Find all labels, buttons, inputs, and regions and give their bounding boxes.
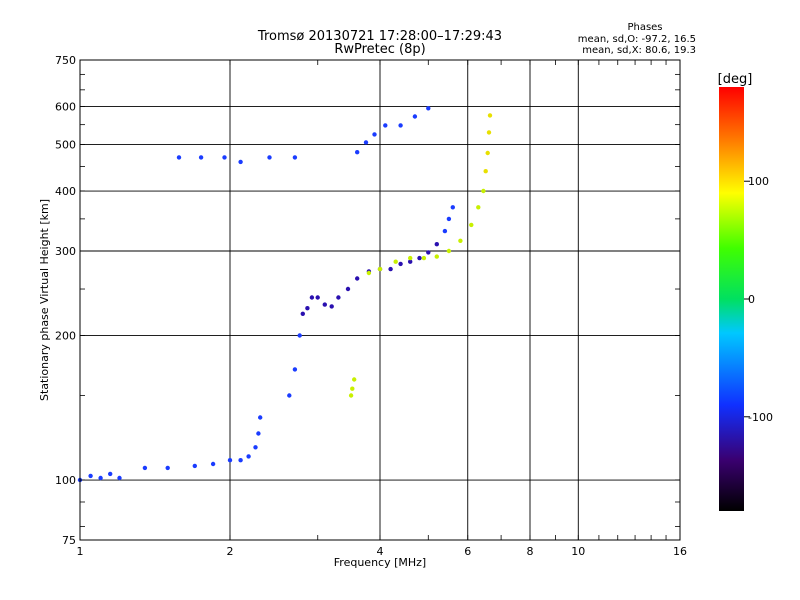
data-point-o-mode xyxy=(108,471,113,477)
data-point-o-mode xyxy=(383,123,388,128)
data-point-o-mode xyxy=(222,155,227,160)
colorbar xyxy=(719,87,744,511)
stats-line-o: mean, sd,O: -97.2, 16.5 xyxy=(578,34,696,45)
colorbar-tick-label: 0 xyxy=(748,293,755,306)
data-point-o-mode xyxy=(292,155,298,160)
data-point-o-mode xyxy=(98,475,103,481)
data-point-o-mode xyxy=(345,286,351,292)
data-point-o-mode xyxy=(267,155,272,160)
data-point-o-mode xyxy=(287,393,292,398)
x-tick-label: 2 xyxy=(227,545,234,558)
data-point-x-mode xyxy=(446,248,452,254)
y-axis-label: Stationary phase Virtual Height [km] xyxy=(38,199,51,401)
data-point-o-mode xyxy=(315,295,320,300)
x-tick-label: 16 xyxy=(673,545,687,558)
axes: 1 2 4 6 8 10 16 75 100 200 300 400 500 600 750 xyxy=(55,54,687,558)
y-tick-label: 750 xyxy=(55,54,76,67)
data-point-x-mode xyxy=(393,259,398,264)
data-point-x-mode xyxy=(377,266,383,272)
data-point-o-mode xyxy=(142,465,148,471)
x-tick-label: 10 xyxy=(571,545,585,558)
data-points xyxy=(77,106,493,483)
data-point-o-mode xyxy=(388,266,393,272)
x-tick-label: 1 xyxy=(77,545,84,558)
data-point-x-mode xyxy=(481,188,486,194)
data-point-o-mode xyxy=(238,159,243,165)
data-point-o-mode xyxy=(256,431,261,436)
data-point-o-mode xyxy=(258,415,263,420)
colorbar-label: [deg] xyxy=(718,72,753,87)
data-point-x-mode xyxy=(434,254,439,259)
chart-subtitle: RwPretec (8p) xyxy=(334,42,425,57)
data-point-o-mode xyxy=(198,155,204,160)
data-point-o-mode xyxy=(246,454,251,459)
data-point-o-mode xyxy=(363,140,369,145)
x-tick-label: 8 xyxy=(527,545,534,558)
y-tick-label: 75 xyxy=(62,534,76,547)
data-point-o-mode xyxy=(426,106,431,111)
data-point-o-mode xyxy=(426,250,431,255)
data-point-o-mode xyxy=(372,132,377,137)
data-point-x-mode xyxy=(483,169,488,174)
colorbar-tick-label: -100 xyxy=(748,411,773,424)
y-tick-label: 400 xyxy=(55,185,76,198)
plot-frame xyxy=(79,59,681,541)
data-point-x-mode xyxy=(458,238,463,243)
x-axis-label: Frequency [MHz] xyxy=(334,556,426,569)
y-tick-label: 100 xyxy=(55,474,76,487)
data-point-o-mode xyxy=(210,461,216,467)
stats-heading: Phases xyxy=(627,22,662,33)
colorbar-ticks: 100 0 -100 xyxy=(744,175,773,424)
data-point-o-mode xyxy=(412,114,418,119)
y-tick-label: 600 xyxy=(55,101,76,114)
data-point-x-mode xyxy=(352,377,357,382)
data-point-o-mode xyxy=(227,458,233,463)
data-point-o-mode xyxy=(450,205,455,210)
data-point-x-mode xyxy=(350,386,355,391)
data-point-o-mode xyxy=(322,302,327,307)
data-point-x-mode xyxy=(486,130,492,135)
data-point-x-mode xyxy=(476,205,481,210)
stats-line-x: mean, sd,X: 80.6, 19.3 xyxy=(582,45,696,56)
data-point-o-mode xyxy=(398,261,403,267)
data-point-o-mode xyxy=(434,242,439,247)
data-point-o-mode xyxy=(176,155,182,160)
data-point-x-mode xyxy=(487,113,493,118)
y-tick-label: 200 xyxy=(55,330,76,343)
data-point-o-mode xyxy=(417,255,422,261)
data-point-o-mode xyxy=(192,463,197,469)
data-point-x-mode xyxy=(348,393,354,398)
data-point-o-mode xyxy=(117,475,122,481)
data-point-o-mode xyxy=(297,333,302,338)
x-tick-label: 4 xyxy=(377,545,384,558)
data-point-o-mode xyxy=(292,367,298,372)
data-point-o-mode xyxy=(300,311,305,316)
data-point-o-mode xyxy=(305,306,310,311)
chart-title: Tromsø 20130721 17:28:00–17:29:43 xyxy=(257,29,502,44)
data-point-o-mode xyxy=(398,123,403,128)
data-point-o-mode xyxy=(408,259,413,264)
data-point-o-mode xyxy=(329,304,334,309)
data-point-o-mode xyxy=(238,458,243,463)
data-point-x-mode xyxy=(469,222,474,228)
data-point-o-mode xyxy=(355,150,360,155)
grid-lines xyxy=(80,60,680,540)
x-tick-label: 6 xyxy=(464,545,471,558)
data-point-o-mode xyxy=(253,445,258,450)
data-point-o-mode xyxy=(446,216,452,222)
data-point-x-mode xyxy=(485,150,490,156)
data-point-o-mode xyxy=(165,465,170,471)
colorbar-tick-label: 100 xyxy=(748,175,769,188)
data-point-o-mode xyxy=(336,295,341,300)
y-tick-label: 500 xyxy=(55,139,76,152)
data-point-x-mode xyxy=(408,255,413,261)
data-point-o-mode xyxy=(309,295,315,300)
data-point-x-mode xyxy=(366,270,372,276)
data-point-x-mode xyxy=(421,255,427,261)
y-tick-label: 300 xyxy=(55,245,76,258)
data-point-o-mode xyxy=(442,228,448,234)
data-point-o-mode xyxy=(355,276,360,281)
data-point-o-mode xyxy=(88,473,93,479)
